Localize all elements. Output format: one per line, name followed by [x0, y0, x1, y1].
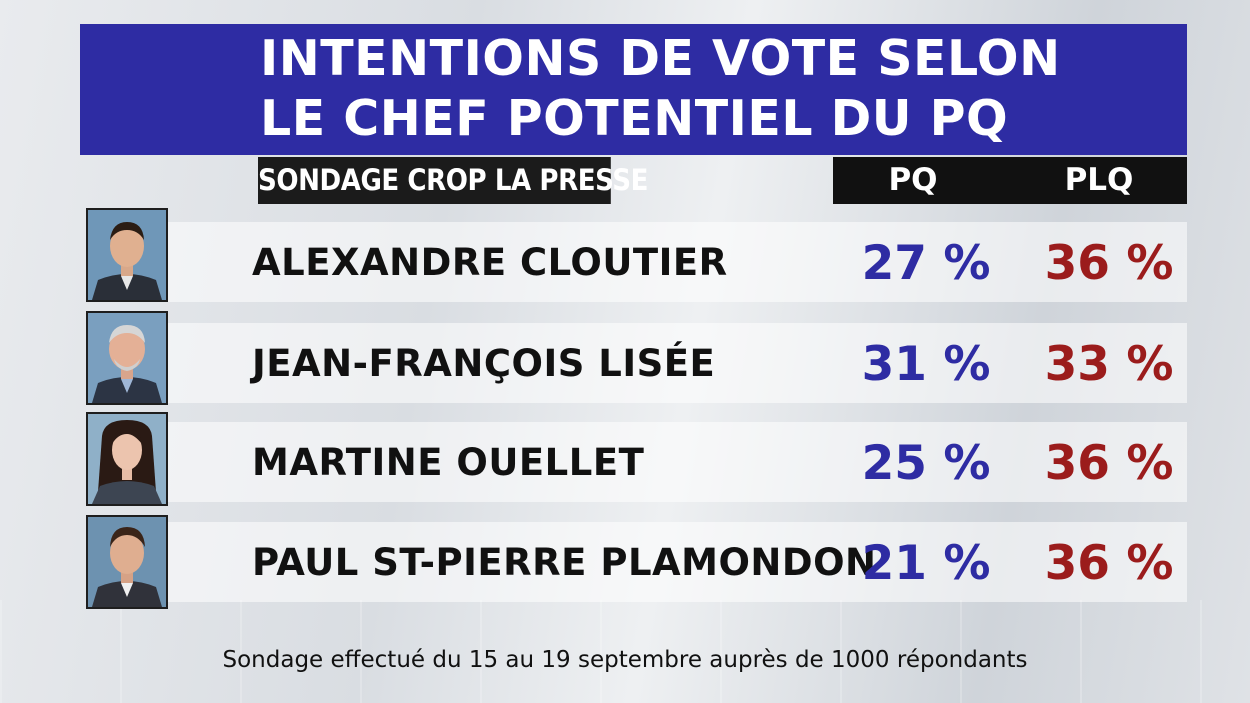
- pq-value: 25 %: [861, 436, 991, 491]
- candidate-photo-lisee: [86, 311, 168, 405]
- pq-value: 31 %: [861, 337, 991, 392]
- candidate-photo-plamondon: [86, 515, 168, 609]
- chart-title-line-1: INTENTIONS DE VOTE SELON: [260, 30, 1061, 87]
- candidate-name: MARTINE OUELLET: [252, 441, 645, 484]
- poll-source-label: SONDAGE CROP LA PRESSE: [258, 157, 648, 204]
- column-header-band: [833, 157, 1187, 204]
- pq-value: 27 %: [861, 236, 991, 291]
- plq-value: 36 %: [1044, 536, 1174, 591]
- pq-value: 21 %: [861, 536, 991, 591]
- plq-value: 36 %: [1044, 436, 1174, 491]
- chart-title-line-2: LE CHEF POTENTIEL DU PQ: [260, 90, 1009, 147]
- candidate-photo-ouellet: [86, 412, 168, 506]
- table-row: [168, 422, 1187, 502]
- poll-footnote: Sondage effectué du 15 au 19 septembre a…: [222, 647, 1028, 673]
- plq-value: 36 %: [1044, 236, 1174, 291]
- column-header-pq: PQ: [888, 162, 938, 198]
- table-row: [168, 522, 1187, 602]
- candidate-name: ALEXANDRE CLOUTIER: [252, 241, 728, 284]
- plq-value: 33 %: [1044, 337, 1174, 392]
- table-row: [168, 222, 1187, 302]
- background-floor: [0, 600, 1250, 703]
- table-row: [168, 323, 1187, 403]
- candidate-name: PAUL ST-PIERRE PLAMONDON: [252, 541, 877, 584]
- candidate-name: JEAN-FRANÇOIS LISÉE: [252, 342, 716, 385]
- column-header-plq: PLQ: [1064, 162, 1134, 198]
- title-band: [80, 24, 1187, 155]
- candidate-photo-cloutier: [86, 208, 168, 302]
